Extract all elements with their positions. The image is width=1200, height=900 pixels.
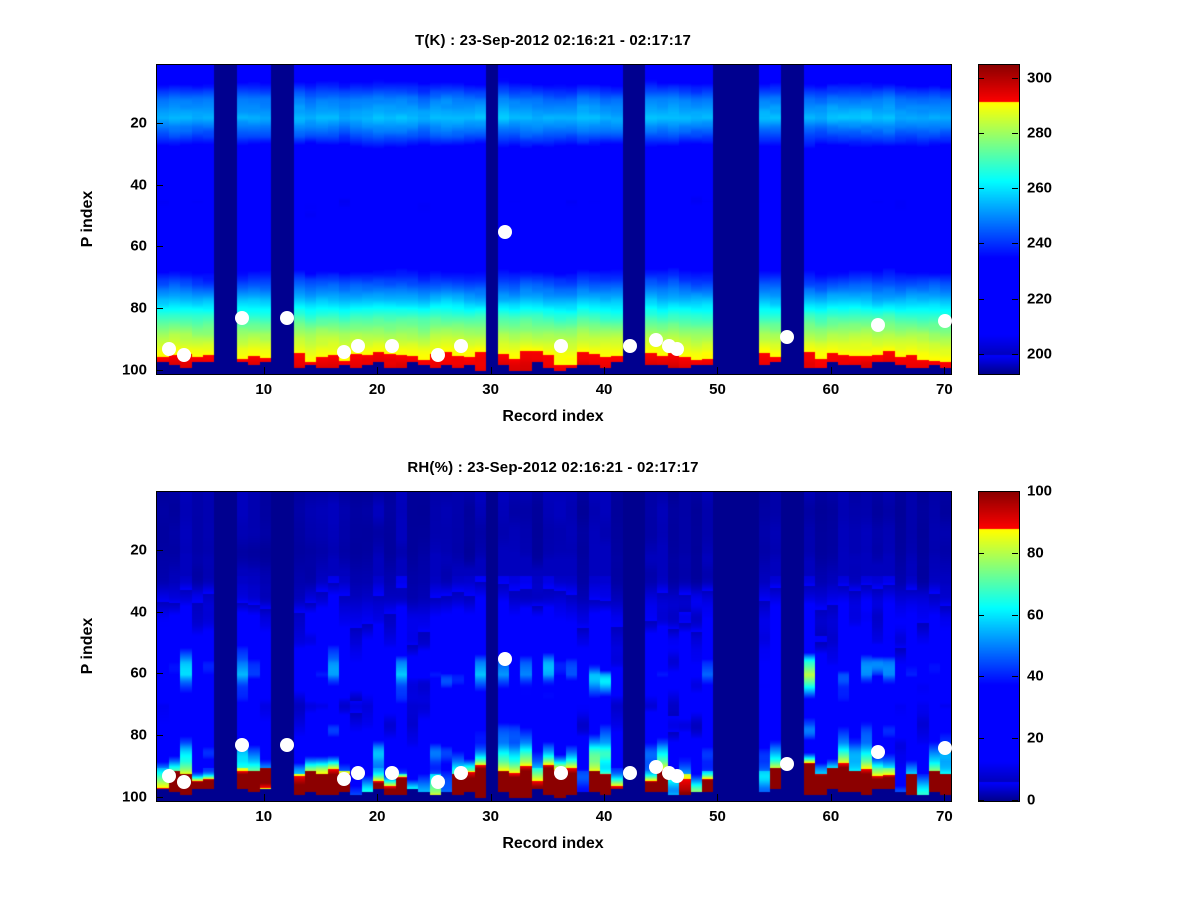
colorbar-tickmark [978,353,984,355]
colorbar-tickmark [1012,491,1018,492]
x-tickmark [377,367,379,374]
colorbar-tick-label: 100 [1027,482,1053,500]
y-tickmark [156,549,163,551]
colorbar-tick-label: 60 [1027,606,1044,624]
colorbar-tickmark [978,77,984,79]
y-tickmark [156,308,163,310]
x-tickmark [263,794,265,801]
y-tick-label: 40 [130,176,147,193]
colorbar[interactable] [978,64,1020,375]
y-tick-label: 80 [130,299,147,317]
heatmap-axes[interactable] [156,491,953,802]
x-tick-label: 40 [595,808,613,825]
x-tick-label: 20 [368,381,386,398]
heatmap-axes[interactable] [156,64,953,375]
colorbar-tickmark [978,552,984,554]
colorbar-tick-label: 20 [1027,729,1044,747]
y-tickmark [156,673,163,675]
x-tick-label: 70 [935,808,953,825]
x-tick-label: 50 [709,808,726,825]
colorbar-tick-label: 240 [1027,234,1053,252]
x-tick-label: 60 [822,808,840,825]
y-tick-label: 20 [130,541,147,559]
y-tick-label: 80 [130,726,147,744]
y-tickmark [156,122,163,124]
colorbar-tickmark [978,676,984,678]
x-axis-label: Record index [502,835,604,852]
heatmap-canvas [157,492,951,801]
x-tick-label: 10 [255,381,273,398]
x-tick-label: 10 [255,808,273,825]
x-tickmark [604,367,606,374]
x-tick-label: 30 [482,808,499,825]
y-tick-label: 20 [130,114,147,132]
colorbar-tick-label: 300 [1027,69,1053,87]
colorbar-tick-label: 80 [1027,544,1044,562]
heatmap-canvas [157,65,951,374]
y-tick-label: 100 [121,788,147,806]
colorbar-tick-label: 220 [1027,290,1053,307]
x-tickmark [377,794,379,801]
x-tickmark [717,794,719,801]
x-tickmark [944,794,946,801]
x-tick-label: 40 [595,381,613,398]
y-axis-label: P index [79,190,96,247]
y-tick-label: 60 [130,664,147,682]
colorbar-tickmark [1012,676,1018,678]
colorbar-tickmark [1012,353,1018,355]
colorbar-tickmark [978,243,984,245]
colorbar-tickmark [978,738,984,740]
x-tickmark [490,367,492,374]
colorbar-tick-label: 200 [1027,345,1053,363]
y-axis-label: P index [79,617,96,674]
colorbar-tickmark [1012,614,1018,616]
colorbar-tickmark [1012,132,1018,134]
colorbar-tickmark [978,188,984,190]
y-tick-label: 100 [121,361,147,379]
y-tickmark [156,611,163,613]
colorbar-tickmark [1012,738,1018,740]
colorbar-tickmark [1012,77,1018,79]
colorbar-tickmark [1012,188,1018,190]
x-tickmark [490,794,492,801]
colorbar-tickmark [978,614,984,616]
colorbar-tick-label: 40 [1027,667,1044,685]
x-tick-label: 60 [822,381,840,398]
x-tick-label: 70 [935,381,953,398]
colorbar-gradient [979,492,1019,801]
x-axis-label: Record index [502,408,604,425]
y-tick-label: 40 [130,603,147,620]
colorbar-gradient [979,65,1019,374]
y-tickmark [156,246,163,248]
plot-title: T(K) : 23-Sep-2012 02:16:21 - 02:17:17 [414,32,692,49]
colorbar-tickmark [978,298,984,300]
x-tickmark [604,794,606,801]
colorbar-tickmark [1012,298,1018,300]
colorbar-tickmark [1012,243,1018,245]
colorbar-tickmark [978,491,984,492]
x-tickmark [263,367,265,374]
x-tick-label: 30 [482,381,499,398]
colorbar[interactable] [978,491,1020,802]
colorbar-tickmark [1012,552,1018,554]
y-tickmark [156,735,163,737]
y-tickmark [156,796,163,798]
x-tickmark [830,367,832,374]
colorbar-tick-label: 0 [1027,791,1036,809]
y-tickmark [156,184,163,186]
y-tick-label: 60 [130,237,147,255]
y-tickmark [156,369,163,371]
x-tickmark [717,367,719,374]
x-tickmark [944,367,946,374]
colorbar-tick-label: 260 [1027,179,1053,197]
colorbar-tick-label: 280 [1027,124,1053,142]
colorbar-tickmark [978,132,984,134]
x-tick-label: 20 [368,808,386,825]
colorbar-tickmark [978,800,984,801]
x-tickmark [830,794,832,801]
colorbar-tickmark [1012,800,1018,801]
plot-title: RH(%) : 23-Sep-2012 02:16:21 - 02:17:17 [407,459,699,476]
x-tick-label: 50 [709,381,726,398]
